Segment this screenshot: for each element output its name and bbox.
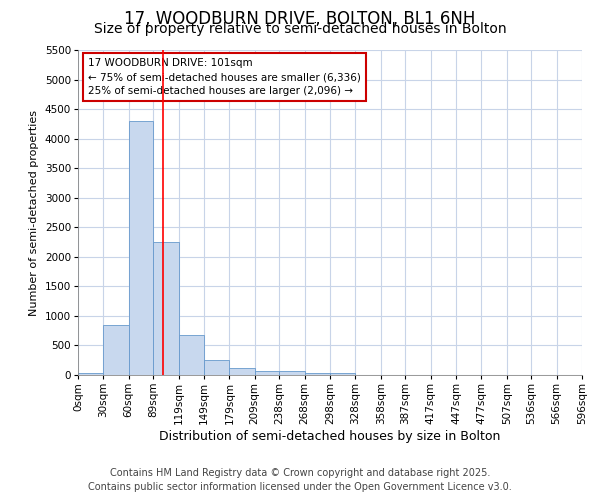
Bar — [255, 371, 279, 375]
Bar — [330, 373, 355, 375]
Text: Size of property relative to semi-detached houses in Bolton: Size of property relative to semi-detach… — [94, 22, 506, 36]
Bar — [103, 325, 129, 375]
Bar — [279, 371, 305, 375]
Bar — [179, 335, 204, 375]
Y-axis label: Number of semi-detached properties: Number of semi-detached properties — [29, 110, 39, 316]
Bar — [305, 372, 330, 375]
Text: 17, WOODBURN DRIVE, BOLTON, BL1 6NH: 17, WOODBURN DRIVE, BOLTON, BL1 6NH — [124, 10, 476, 28]
Text: Contains HM Land Registry data © Crown copyright and database right 2025.
Contai: Contains HM Land Registry data © Crown c… — [88, 468, 512, 492]
Bar — [129, 121, 153, 375]
Bar — [229, 368, 255, 375]
Bar — [78, 373, 103, 375]
X-axis label: Distribution of semi-detached houses by size in Bolton: Distribution of semi-detached houses by … — [160, 430, 500, 442]
Text: 17 WOODBURN DRIVE: 101sqm
← 75% of semi-detached houses are smaller (6,336)
25% : 17 WOODBURN DRIVE: 101sqm ← 75% of semi-… — [88, 58, 361, 96]
Bar — [204, 360, 229, 375]
Bar — [153, 242, 179, 375]
